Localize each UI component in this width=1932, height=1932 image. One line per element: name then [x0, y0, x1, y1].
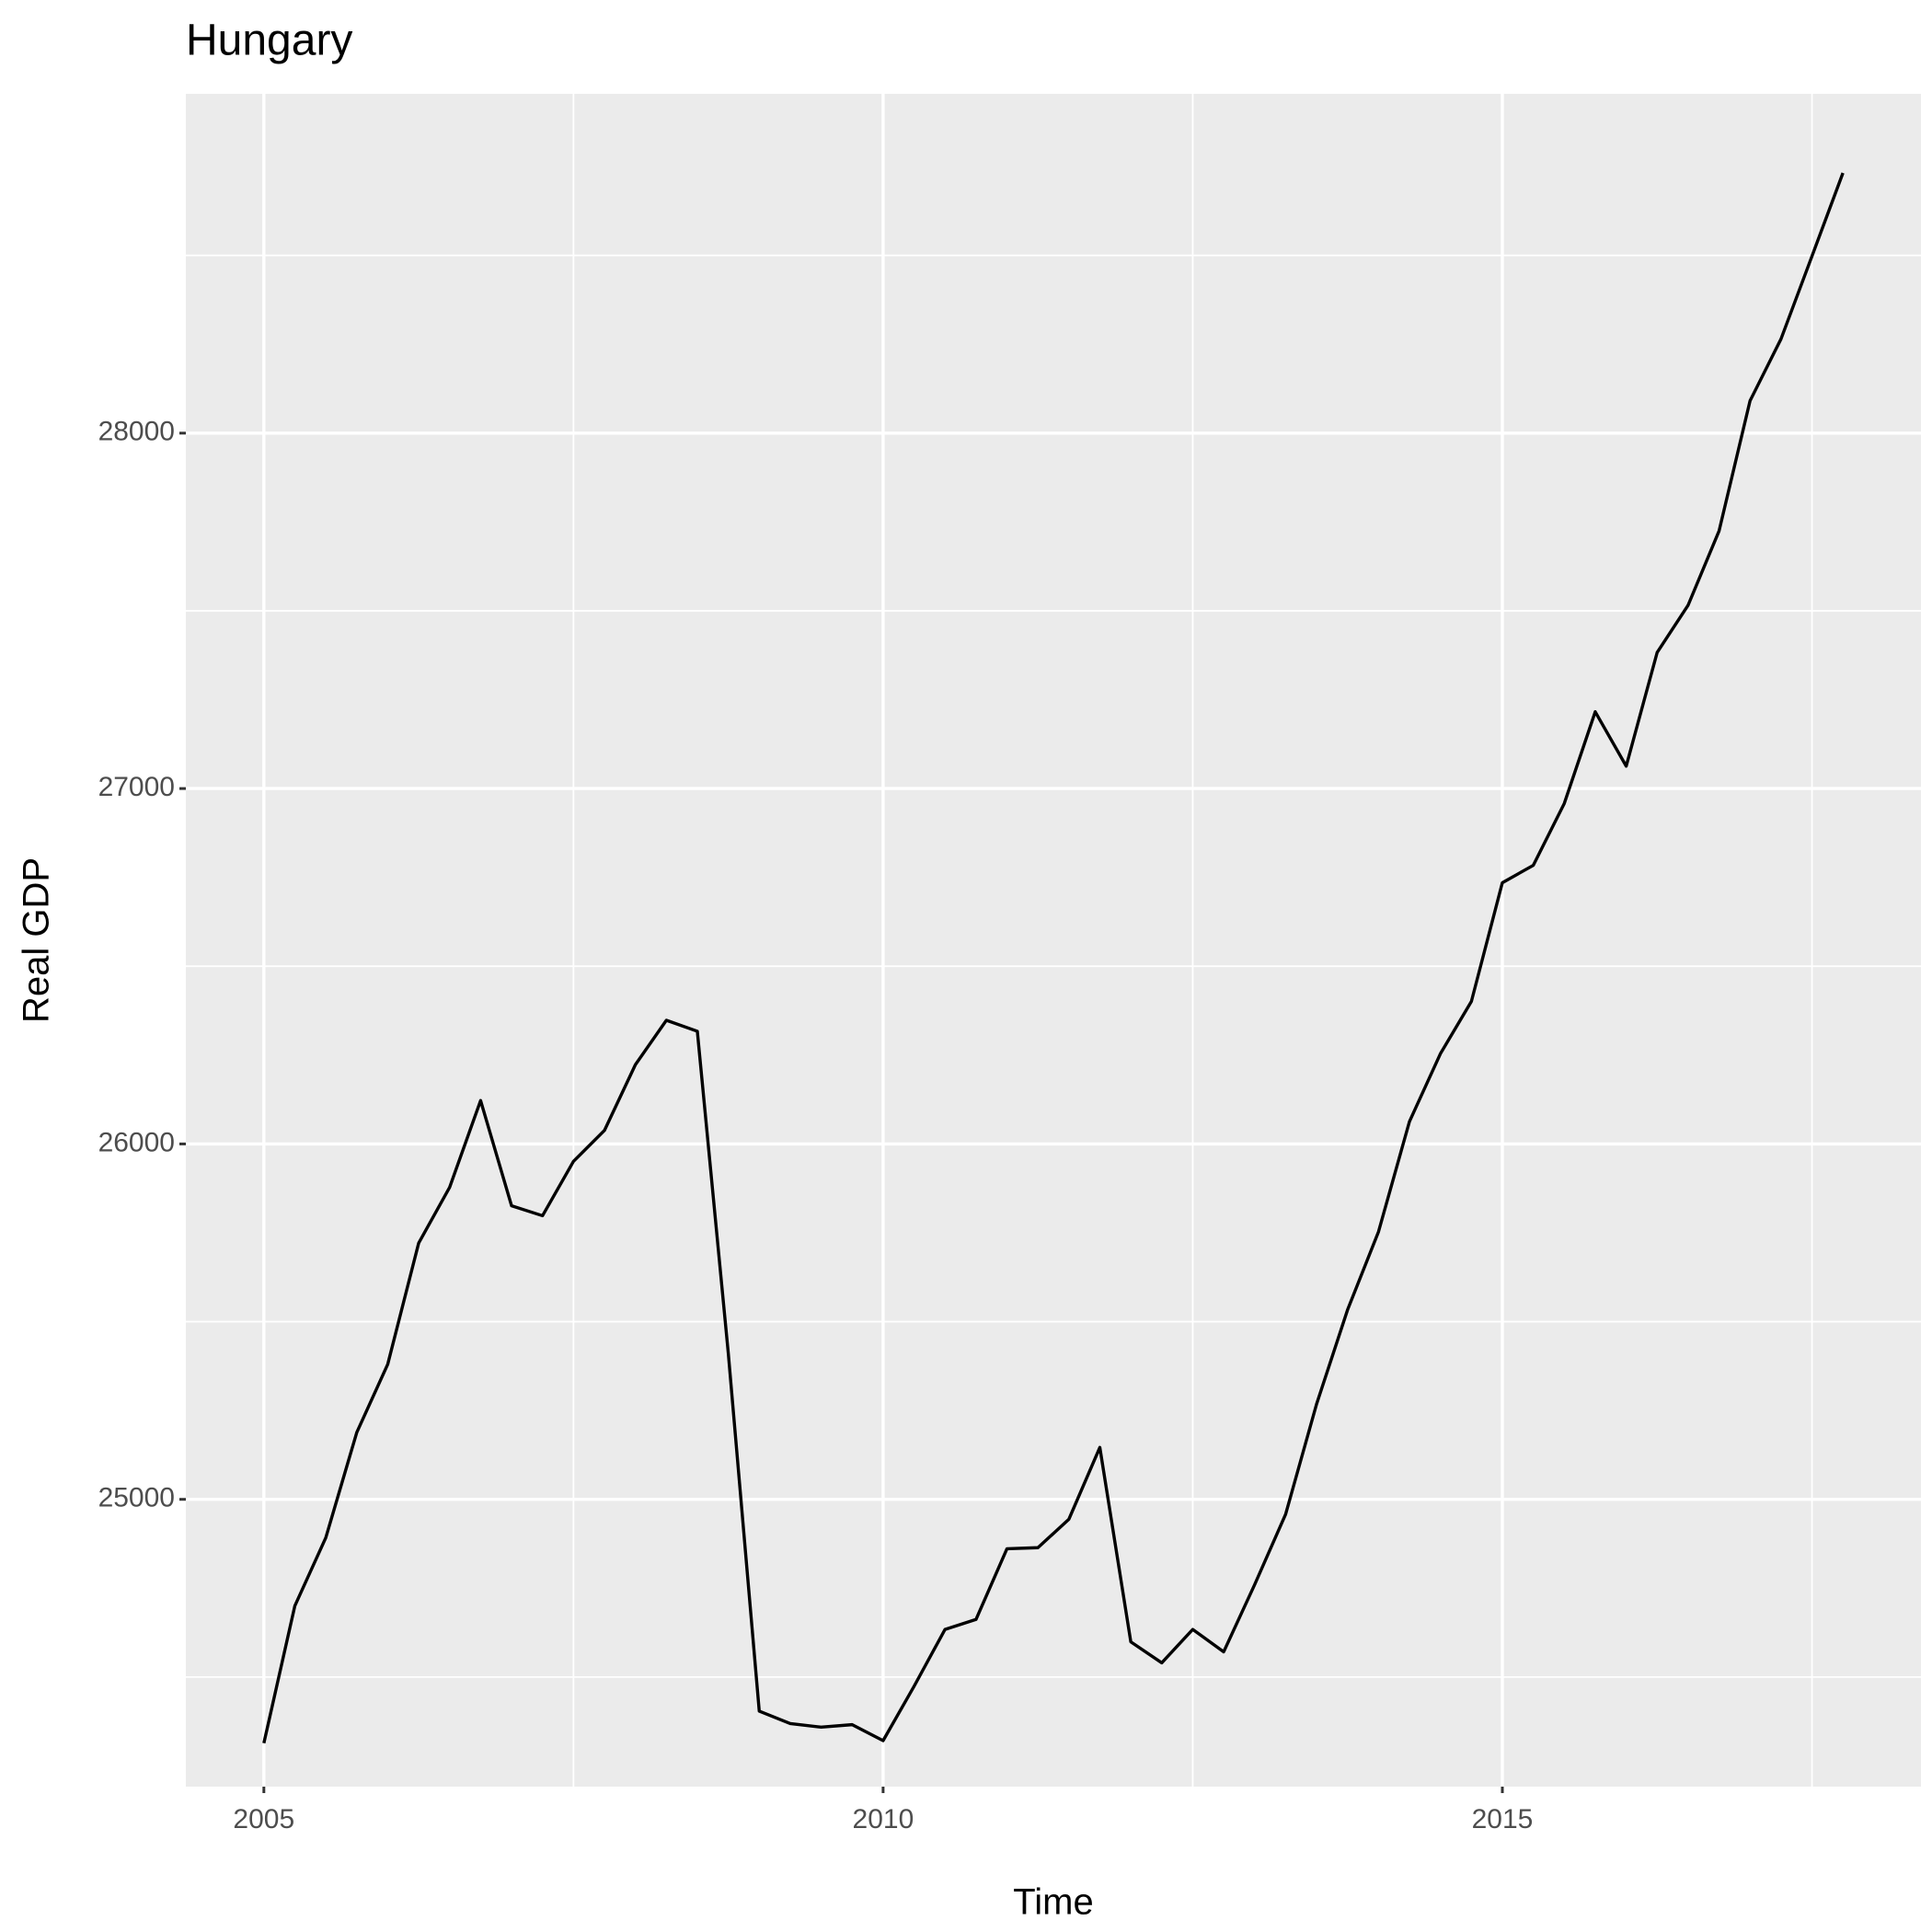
line [262, 172, 1845, 1744]
x-tick-label: 2010 [853, 1804, 914, 1834]
x-axis-title: Time [1013, 1882, 1093, 1923]
y-axis-title: Real GDP [17, 857, 57, 1023]
chart-title: Hungary [186, 17, 352, 65]
y-tick-label: 25000 [98, 1483, 175, 1513]
y-tick-label: 27000 [98, 772, 175, 802]
y-tick-label: 26000 [98, 1127, 175, 1157]
x-tick-label: 2015 [1472, 1804, 1534, 1834]
panel [186, 94, 1921, 1787]
x-tick-label: 2005 [233, 1804, 294, 1834]
y-tick-label: 28000 [98, 417, 175, 447]
